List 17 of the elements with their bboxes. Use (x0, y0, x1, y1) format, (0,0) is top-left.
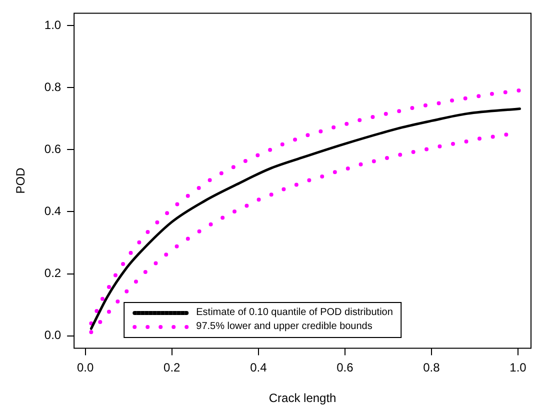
y-tick-label: 0.2 (44, 266, 62, 280)
x-tick-label: 0.6 (336, 360, 354, 375)
y-tick-label: 1.0 (44, 18, 62, 32)
x-tick-label: 0.4 (250, 360, 268, 375)
y-axis-title: POD (14, 167, 28, 194)
x-tick-label: 1.0 (510, 360, 527, 375)
y-tick-label: 0.8 (44, 80, 62, 94)
y-tick-label: 0.0 (44, 328, 62, 342)
x-tick-label: 0.2 (164, 360, 181, 375)
x-tick-label: 0.0 (76, 360, 94, 375)
line-series (89, 132, 509, 334)
x-tick-label: 0.8 (423, 360, 440, 375)
legend-label: 97.5% lower and upper credible bounds (196, 320, 372, 334)
legend-label: Estimate of 0.10 quantile of POD distribution (196, 306, 393, 320)
y-tick-label: 0.6 (44, 142, 62, 156)
y-tick-label: 0.4 (44, 204, 62, 218)
x-axis-title: Crack length (268, 391, 336, 406)
